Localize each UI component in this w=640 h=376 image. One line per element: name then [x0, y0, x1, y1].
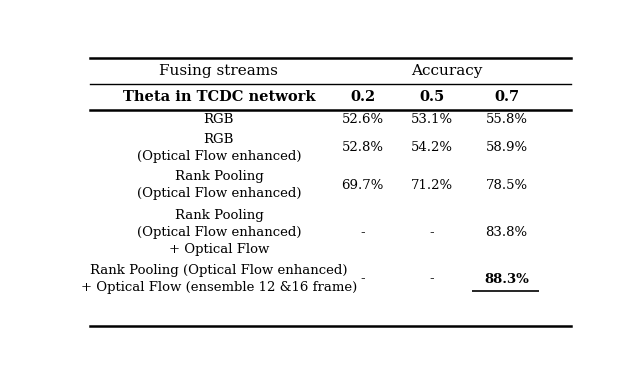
Text: Rank Pooling
(Optical Flow enhanced)
+ Optical Flow: Rank Pooling (Optical Flow enhanced) + O… — [136, 209, 301, 256]
Text: 58.9%: 58.9% — [486, 141, 527, 154]
Text: 69.7%: 69.7% — [342, 179, 384, 192]
Text: Rank Pooling (Optical Flow enhanced)
+ Optical Flow (ensemble 12 &16 frame): Rank Pooling (Optical Flow enhanced) + O… — [81, 264, 357, 294]
Text: Accuracy: Accuracy — [412, 64, 483, 78]
Text: -: - — [360, 226, 365, 239]
Text: 0.2: 0.2 — [350, 90, 375, 104]
Text: -: - — [430, 273, 435, 285]
Text: Fusing streams: Fusing streams — [159, 64, 278, 78]
Text: 71.2%: 71.2% — [411, 179, 453, 192]
Text: 54.2%: 54.2% — [411, 141, 453, 154]
Text: 78.5%: 78.5% — [486, 179, 527, 192]
Text: 52.8%: 52.8% — [342, 141, 384, 154]
Text: 0.5: 0.5 — [420, 90, 445, 104]
Text: 88.3%: 88.3% — [484, 273, 529, 285]
Text: 52.6%: 52.6% — [342, 113, 384, 126]
Text: RGB
(Optical Flow enhanced): RGB (Optical Flow enhanced) — [136, 133, 301, 163]
Text: 55.8%: 55.8% — [486, 113, 527, 126]
Text: Rank Pooling
(Optical Flow enhanced): Rank Pooling (Optical Flow enhanced) — [136, 170, 301, 200]
Text: -: - — [360, 273, 365, 285]
Text: 0.7: 0.7 — [494, 90, 519, 104]
Text: -: - — [430, 226, 435, 239]
Text: 53.1%: 53.1% — [411, 113, 453, 126]
Text: Theta in TCDC network: Theta in TCDC network — [123, 90, 315, 104]
Text: 83.8%: 83.8% — [486, 226, 527, 239]
Text: RGB: RGB — [204, 113, 234, 126]
